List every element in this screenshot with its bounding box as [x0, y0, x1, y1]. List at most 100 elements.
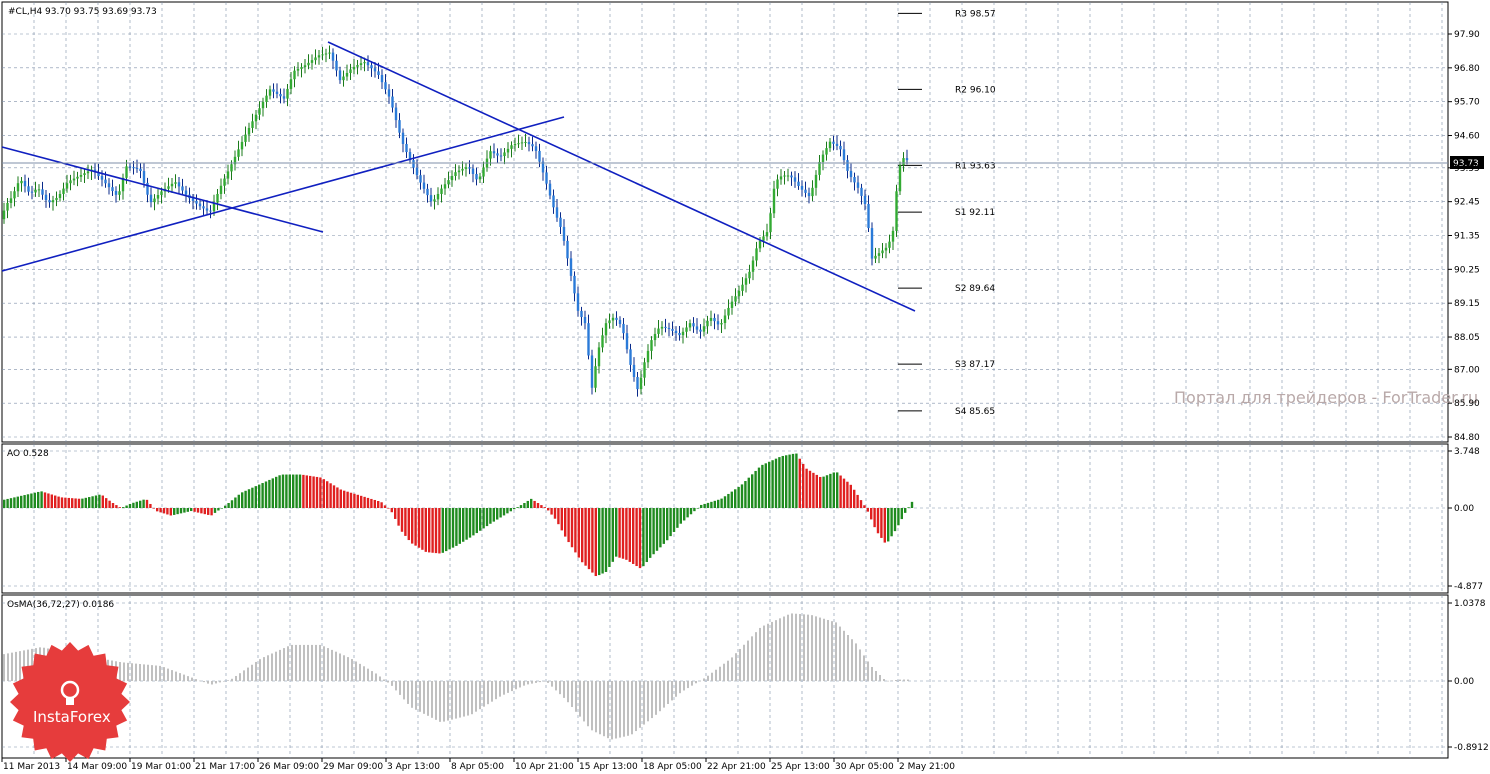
candle: [664, 318, 667, 333]
candle: [503, 147, 506, 165]
ao-bar: [910, 501, 914, 508]
time-tick: 3 Apr 13:00: [387, 762, 440, 772]
candle: [541, 157, 545, 181]
osma-bar: [199, 680, 201, 682]
osma-bar: [615, 681, 617, 739]
osma-bar: [399, 681, 401, 695]
ao-bar: [179, 508, 183, 514]
candle: [184, 185, 188, 203]
ao-bar: [462, 508, 465, 542]
ao-bar: [441, 508, 444, 553]
ao-bar: [740, 484, 744, 508]
ao-bar: [808, 470, 812, 508]
osma-bar: [395, 681, 397, 691]
osma-bar: [675, 681, 677, 697]
logo-text: InstaForex: [33, 708, 111, 726]
candle: [76, 171, 79, 187]
osma-bar: [735, 653, 737, 681]
ao-bar: [67, 497, 70, 508]
pivot-label: S1 92.11: [955, 208, 995, 218]
ao-bar: [336, 487, 339, 508]
candle: [359, 55, 363, 71]
osma-bar: [475, 681, 477, 712]
candle: [562, 219, 566, 246]
osma-bar: [455, 681, 457, 719]
candle: [55, 191, 58, 207]
ao-bar: [489, 508, 492, 524]
ao-bar: [220, 508, 223, 509]
ao-bar: [258, 484, 261, 508]
ao-bar: [516, 507, 519, 508]
watermark: Портал для трейдеров - ForTrader.ru: [1174, 388, 1478, 407]
candle: [671, 321, 674, 336]
ao-bar: [570, 508, 574, 548]
ao-bar: [611, 508, 614, 562]
osma-bar: [619, 681, 621, 738]
trendline-1[interactable]: [1, 146, 324, 233]
osma-bar: [799, 614, 801, 681]
candle: [314, 49, 317, 65]
osma-bar: [379, 676, 381, 681]
trendline-3[interactable]: [327, 41, 916, 312]
candle: [723, 309, 727, 330]
ao-bar: [737, 486, 740, 508]
candle: [251, 113, 254, 133]
candle: [321, 46, 324, 61]
candle: [370, 61, 373, 77]
candle: [587, 314, 590, 360]
candle: [177, 177, 181, 194]
osma-bar: [491, 681, 493, 702]
candle: [678, 325, 681, 341]
candle: [531, 136, 534, 152]
ao-bar: [502, 508, 506, 516]
ao-bar: [734, 489, 737, 508]
ao-bar: [655, 508, 659, 551]
ao-bar: [900, 508, 903, 520]
osma-bar: [551, 681, 553, 687]
ao-bar: [904, 508, 907, 513]
price-tick: 85.90: [1454, 399, 1480, 409]
ao-bar: [373, 499, 376, 508]
osma-bar: [599, 681, 601, 735]
ao-bar: [485, 508, 489, 527]
osma-bar: [147, 664, 149, 681]
candle: [755, 241, 758, 267]
candle: [527, 136, 531, 152]
ao-bar: [237, 494, 240, 508]
candle: [83, 168, 86, 184]
ao-bar: [744, 481, 747, 508]
osma-bar: [427, 681, 429, 716]
osma-bar: [715, 669, 717, 681]
candle: [107, 178, 111, 195]
osma-bar: [683, 681, 685, 691]
candle: [58, 190, 62, 202]
osma-bar: [371, 671, 373, 681]
candle: [478, 172, 482, 184]
ao-bar: [40, 491, 43, 508]
osma-bar: [711, 672, 713, 681]
osma-bar: [583, 681, 585, 722]
ao-bar: [292, 474, 295, 508]
osma-bar: [667, 681, 669, 704]
trendline-2[interactable]: [1, 116, 565, 272]
candle: [195, 194, 198, 210]
ao-bar: [91, 496, 94, 508]
osma-bar: [183, 674, 185, 681]
ao-bar: [468, 508, 472, 538]
osma-bar: [275, 651, 277, 681]
osma-bar: [419, 681, 421, 712]
candle: [265, 89, 268, 108]
candle: [436, 187, 440, 206]
candle: [23, 174, 27, 193]
osma-tick-bottom: -0.8912: [1454, 743, 1489, 753]
osma-bar: [343, 655, 345, 681]
ao-tick-top: 3.748: [1454, 447, 1480, 457]
osma-bar: [627, 681, 629, 736]
ao-histogram: [3, 453, 914, 577]
ao-bar: [193, 508, 196, 512]
ao-bar: [101, 495, 104, 508]
ao-bar: [421, 508, 424, 550]
ao-bar: [397, 508, 400, 526]
ao-bar: [108, 500, 111, 508]
osma-bar: [687, 681, 689, 689]
